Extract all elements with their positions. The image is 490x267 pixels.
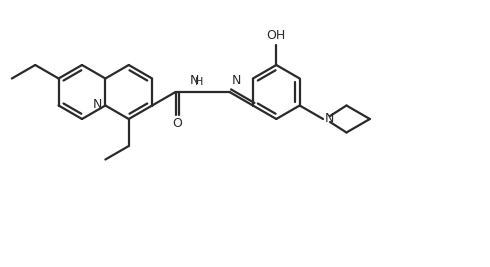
Text: N: N (93, 98, 102, 111)
Text: OH: OH (267, 29, 286, 42)
Text: N: N (190, 74, 199, 87)
Text: N: N (325, 112, 335, 124)
Text: H: H (196, 77, 204, 87)
Text: N: N (232, 74, 241, 87)
Text: O: O (172, 117, 182, 130)
